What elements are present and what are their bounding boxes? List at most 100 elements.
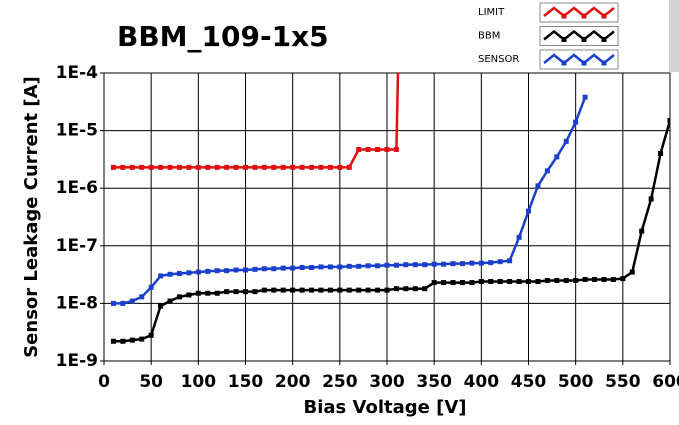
point xyxy=(488,278,494,284)
x-axis-label: Bias Voltage [V] xyxy=(304,397,467,418)
point xyxy=(110,300,116,306)
point xyxy=(205,164,211,170)
side-panel xyxy=(669,0,679,72)
point xyxy=(271,287,277,293)
point xyxy=(158,303,164,309)
point xyxy=(233,289,239,295)
point xyxy=(271,266,277,272)
point xyxy=(375,287,381,293)
point xyxy=(384,146,390,152)
point xyxy=(290,265,296,271)
point xyxy=(516,234,522,240)
point xyxy=(318,287,324,293)
point xyxy=(450,261,456,267)
point xyxy=(648,196,654,202)
point xyxy=(667,117,670,123)
point xyxy=(243,267,248,273)
point xyxy=(139,294,145,300)
point xyxy=(299,265,305,271)
x-tick-label: 250 xyxy=(322,372,358,392)
point xyxy=(375,263,381,269)
point xyxy=(195,269,201,275)
point xyxy=(129,164,135,170)
point xyxy=(478,278,484,284)
point xyxy=(582,94,588,100)
legend-label: LIMIT xyxy=(478,7,505,18)
point xyxy=(280,287,286,293)
point xyxy=(393,262,399,268)
point xyxy=(629,269,635,275)
point xyxy=(658,151,664,157)
point xyxy=(450,280,456,286)
point xyxy=(224,268,230,274)
x-tick-label: 150 xyxy=(228,372,264,392)
point xyxy=(412,286,418,292)
point xyxy=(261,266,267,272)
point xyxy=(290,164,296,170)
y-tick-label: 1E-9 xyxy=(56,351,98,371)
point xyxy=(167,164,173,170)
plot-series xyxy=(110,73,670,344)
point xyxy=(271,164,277,170)
point xyxy=(129,337,135,343)
point xyxy=(469,280,475,286)
point xyxy=(186,292,192,298)
x-tick-label: 550 xyxy=(605,372,641,392)
x-tick-label: 500 xyxy=(558,372,594,392)
legend-marker xyxy=(601,60,607,66)
point xyxy=(375,146,381,152)
point xyxy=(365,146,371,152)
point xyxy=(346,287,352,293)
point xyxy=(639,228,645,234)
point xyxy=(563,277,569,283)
point xyxy=(356,287,362,293)
point xyxy=(582,276,588,282)
point xyxy=(309,164,315,170)
point xyxy=(110,164,116,170)
point xyxy=(507,258,513,264)
point xyxy=(167,271,173,277)
y-axis-label: Sensor Leakage Current [A] xyxy=(21,76,42,358)
point xyxy=(497,259,503,265)
point xyxy=(356,146,362,152)
point xyxy=(478,260,484,266)
point xyxy=(554,154,560,160)
point xyxy=(252,289,258,295)
point xyxy=(120,300,126,306)
point xyxy=(592,276,598,282)
point xyxy=(158,273,164,279)
point xyxy=(526,208,531,214)
legend-label: BBM xyxy=(478,31,500,42)
point xyxy=(299,287,305,293)
point xyxy=(497,278,503,284)
y-tick-label: 1E-6 xyxy=(56,178,98,198)
y-tick-label: 1E-5 xyxy=(56,121,98,141)
x-tick-label: 100 xyxy=(181,372,217,392)
point xyxy=(299,164,305,170)
point xyxy=(431,261,437,267)
point xyxy=(261,287,267,293)
point xyxy=(205,268,211,274)
point xyxy=(346,164,352,170)
point xyxy=(356,263,362,269)
point xyxy=(252,164,258,170)
x-tick-label: 200 xyxy=(275,372,311,392)
point xyxy=(233,267,239,273)
point xyxy=(337,287,343,293)
chart-title: BBM_109-1x5 xyxy=(117,20,329,53)
point xyxy=(148,284,154,290)
point xyxy=(120,164,126,170)
point xyxy=(620,276,626,282)
point xyxy=(280,164,286,170)
point xyxy=(403,286,409,292)
legend-marker xyxy=(561,60,567,66)
y-tick-label: 1E-4 xyxy=(56,63,98,83)
point xyxy=(412,262,418,268)
point xyxy=(176,164,182,170)
point xyxy=(573,119,579,125)
point xyxy=(167,298,173,304)
point xyxy=(469,260,475,266)
point xyxy=(176,294,182,300)
point xyxy=(309,287,315,293)
